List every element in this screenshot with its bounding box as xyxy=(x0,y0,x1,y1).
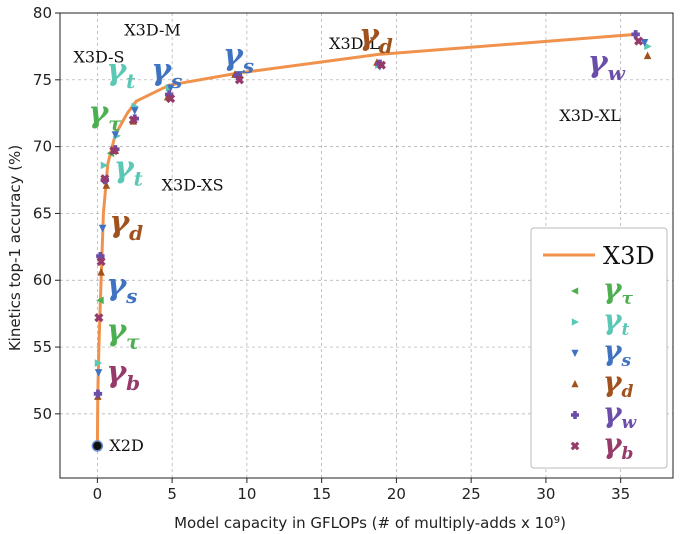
s-data-point xyxy=(640,39,649,47)
b-data-point xyxy=(234,75,244,85)
y-tick-label: 55 xyxy=(33,338,52,356)
y-tick-label: 80 xyxy=(33,4,52,22)
y-tick-label: 75 xyxy=(33,71,52,89)
model-label: X3D-XL xyxy=(559,106,621,125)
b-data-point xyxy=(96,256,106,267)
legend-label-t: γt xyxy=(603,303,629,340)
t-data-point xyxy=(100,161,109,170)
legend-label-s: γs xyxy=(603,334,631,371)
b-data-point xyxy=(100,174,110,184)
data-markers: X2D xyxy=(91,30,652,455)
y-axis-label: Kinetics top-1 accuracy (%) xyxy=(6,145,24,351)
y-tick-label: 70 xyxy=(33,138,52,156)
legend-marker-s xyxy=(571,349,579,357)
t-data-point xyxy=(644,42,652,51)
w-data-point xyxy=(631,30,640,39)
b-data-point xyxy=(634,36,644,46)
x-tick-label: 10 xyxy=(237,485,256,503)
x-tick-label: 15 xyxy=(312,485,331,503)
y-tick-label: 65 xyxy=(33,204,52,222)
x-tick-label: 20 xyxy=(387,485,406,503)
d-data-point xyxy=(102,181,111,189)
d-data-point xyxy=(97,268,105,276)
legend-label-x3d: X3D xyxy=(603,242,655,270)
model-label: X3D-S xyxy=(73,47,124,66)
b-data-point xyxy=(109,146,119,156)
greek-annotation-t: γt xyxy=(106,53,136,93)
greek-annotation-d: γd xyxy=(359,18,393,58)
legend-label-w: γw xyxy=(603,396,637,433)
legend-box xyxy=(530,227,668,469)
legend-marker-w xyxy=(571,411,579,420)
w-data-point xyxy=(164,90,174,99)
b-data-point xyxy=(166,93,176,104)
x2d-label: X2D xyxy=(109,436,143,455)
t-data-point xyxy=(94,359,103,367)
s-data-point xyxy=(166,84,175,93)
greek-annotation-b: γb xyxy=(106,355,140,395)
model-label: X3D-XS xyxy=(162,176,224,195)
annotations: X3D-SX3D-MX3D-LX3D-XSX3D-XLγτγtγtγdγsγτγ… xyxy=(73,18,625,395)
greek-annotation-w: γw xyxy=(588,45,626,85)
greek-annotation-tau: γτ xyxy=(88,96,122,136)
legend-marker-t xyxy=(571,318,579,326)
b-data-point xyxy=(376,60,386,70)
x-tick-label: 35 xyxy=(611,485,630,503)
b-data-point xyxy=(128,115,138,125)
plot-frame xyxy=(59,12,674,479)
s-data-point xyxy=(94,369,103,377)
x-tick-label: 30 xyxy=(536,485,555,503)
x-axis-label: Model capacity in GFLOPs (# of multiply-… xyxy=(174,514,566,532)
w-data-point xyxy=(233,71,243,81)
s-data-point xyxy=(111,131,120,139)
greek-annotation-s: γs xyxy=(106,268,137,308)
legend-marker-b xyxy=(570,441,580,451)
b-data-point xyxy=(94,313,104,323)
greek-annotation-t: γt xyxy=(114,150,144,190)
y-tick-label: 50 xyxy=(33,405,52,423)
s-data-point xyxy=(130,107,139,115)
legend-label-b: γb xyxy=(603,427,633,464)
d-data-point xyxy=(643,51,652,60)
legend-marker-tau xyxy=(571,287,579,295)
w-data-point xyxy=(96,251,105,261)
x-tick-label: 25 xyxy=(462,485,481,503)
legend-marker-d xyxy=(571,380,579,388)
y-tick-label: 60 xyxy=(33,271,52,289)
axis-ticks: 0 5 10 15 20 25 30 35 50 55 60 65 70 75 80 xyxy=(33,4,630,503)
x2d-point xyxy=(91,440,104,452)
legend-label-d: γd xyxy=(603,365,633,402)
model-label: X3D-L xyxy=(329,34,380,53)
s-data-point xyxy=(98,224,107,233)
x-tick-label: 5 xyxy=(167,485,177,503)
tau-data-point xyxy=(96,296,104,305)
legend-label-tau: γτ xyxy=(603,272,633,309)
w-data-point xyxy=(93,389,103,399)
model-label: X3D-M xyxy=(124,21,180,40)
x-tick-label: 0 xyxy=(93,485,103,503)
greek-annotation-s: γs xyxy=(151,53,182,93)
greek-annotation-s: γs xyxy=(223,38,254,78)
greek-annotation-d: γd xyxy=(109,205,143,245)
greek-annotation-tau: γτ xyxy=(106,313,140,353)
